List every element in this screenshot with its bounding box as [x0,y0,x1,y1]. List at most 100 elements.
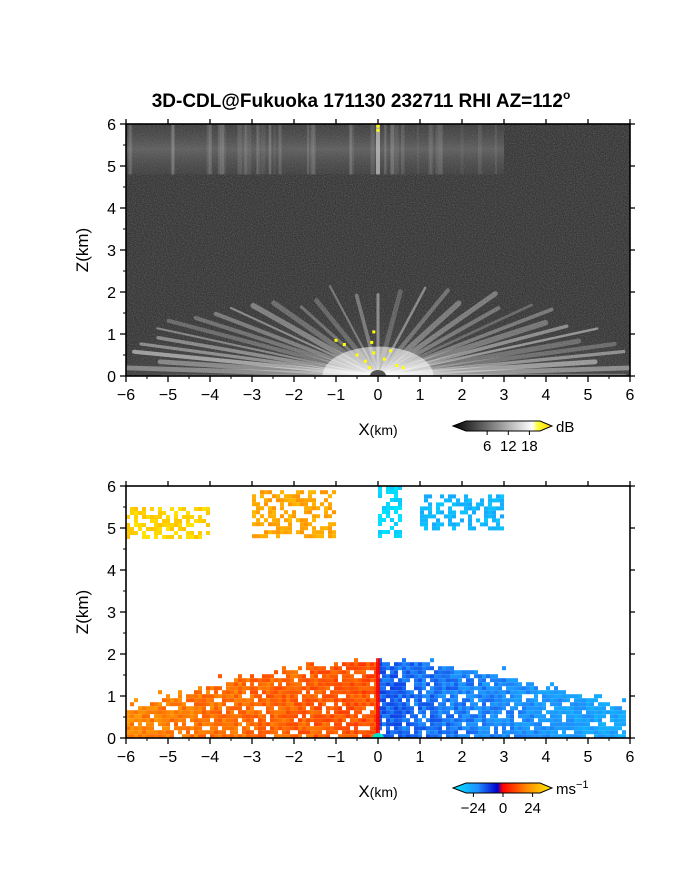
velocity-cell [486,674,490,679]
velocity-cell [324,498,328,503]
velocity-cell [538,718,542,723]
velocity-cell [326,670,330,675]
velocity-cell [460,502,464,507]
velocity-cell [488,514,492,519]
velocity-cell [430,722,434,727]
velocity-cell [514,730,518,735]
velocity-cell [578,718,582,723]
velocity-cell [198,726,202,731]
velocity-cell [570,706,574,711]
velocity-cell [178,527,182,531]
velocity-cell [458,674,462,679]
velocity-cell [522,726,526,731]
velocity-cell [304,502,308,507]
velocity-cell [358,670,362,675]
velocity-cell [330,682,334,687]
velocity-cell [542,702,546,707]
velocity-cell [370,690,374,695]
velocity-cell [442,710,446,715]
velocity-cell [270,722,274,727]
velocity-cell [262,726,266,731]
velocity-cell [278,682,282,687]
velocity-cell [474,734,478,738]
velocity-cell [618,722,622,727]
velocity-cell [306,710,310,715]
velocity-cell [334,686,338,691]
velocity-ylabel: Z(km) [73,590,92,634]
velocity-cell [366,686,370,691]
velocity-cell [558,734,562,738]
velocity-cell [366,678,370,683]
velocity-cell [194,710,198,715]
velocity-cell [170,734,174,738]
velocity-cell [262,734,266,738]
velocity-cell [426,666,430,671]
velocity-cell [312,530,316,535]
velocity-cell [130,527,134,531]
velocity-cell [320,526,324,531]
velocity-cell [286,706,290,711]
velocity-cell [546,730,550,735]
velocity-cell [370,730,374,735]
velocity-cell [320,490,324,495]
velocity-cell [324,506,328,511]
velocity-cell [252,502,256,507]
velocity-cell [158,722,162,727]
velocity-cell [502,706,506,711]
upper-layer-streak [237,124,243,175]
velocity-cell [406,670,410,675]
velocity-cell [190,535,194,539]
velocity-cell [382,530,386,534]
velocity-cell [468,502,472,507]
y-tick-label: 3 [107,243,116,260]
velocity-cell [438,734,442,738]
velocity-cell [502,730,506,735]
velocity-cell [510,710,514,715]
velocity-cell [514,678,518,683]
velocity-cell [284,518,288,523]
velocity-cell [386,530,390,534]
velocity-cell [490,714,494,719]
velocity-cell [278,718,282,723]
velocity-cell [302,706,306,711]
velocity-cell [438,670,442,675]
velocity-cell [598,702,602,707]
velocity-cell [338,718,342,723]
velocity-cell [354,714,358,719]
velocity-cell [322,734,326,738]
velocity-cell [298,726,302,731]
velocity-cell [406,710,410,715]
velocity-cell [574,702,578,707]
velocity-cell [430,714,434,719]
velocity-cell [346,710,350,715]
velocity-cell [442,718,446,723]
velocity-cell [354,726,358,731]
velocity-cell [258,726,262,731]
velocity-cell [498,694,502,699]
velocity-cell [394,710,398,715]
velocity-cell [186,511,190,515]
velocity-cell [346,686,350,691]
velocity-cell [422,706,426,711]
upper-layer-streak [220,124,225,175]
velocity-cell [194,734,198,738]
upper-layer-streak [256,124,260,175]
velocity-cell [420,514,424,519]
velocity-cell [362,730,366,735]
velocity-cell [158,710,162,715]
x-tick-label: 3 [500,387,509,404]
velocity-cell [546,694,550,699]
velocity-cell [406,666,410,671]
velocity-cell [382,674,386,679]
velocity-cell [332,510,336,515]
highlight-point [342,343,346,346]
velocity-cell [594,710,598,715]
velocity-cell [436,526,440,531]
velocity-cell [322,666,326,671]
velocity-cell [230,730,234,735]
velocity-cell [234,734,238,738]
velocity-cell [510,678,514,683]
velocity-cell [162,706,166,711]
velocity-cell [280,514,284,519]
velocity-cell [242,734,246,738]
